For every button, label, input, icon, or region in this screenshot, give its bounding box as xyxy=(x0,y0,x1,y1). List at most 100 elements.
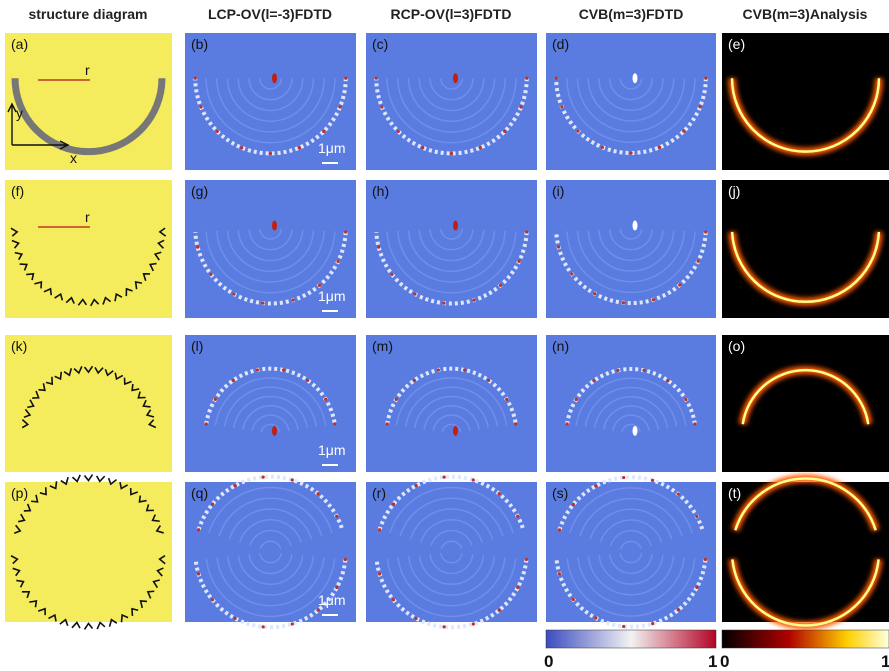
scale-bar-label: 1μm xyxy=(318,288,346,304)
panel: (m) xyxy=(366,335,537,472)
panel-background xyxy=(366,180,537,318)
panel: (p) xyxy=(5,475,172,630)
column-header: LCP-OV(l=-3)FDTD xyxy=(208,6,332,22)
panel-label: (j) xyxy=(728,183,740,199)
hot-spot xyxy=(211,502,214,505)
panel-background xyxy=(546,482,716,622)
hot-spot xyxy=(472,478,475,481)
hot-spot xyxy=(344,230,347,233)
hot-spot xyxy=(622,301,625,304)
panel-label: (a) xyxy=(11,36,28,52)
hot-spot xyxy=(282,368,285,371)
column-header: CVB(m=3)FDTD xyxy=(579,6,684,22)
hot-spot xyxy=(616,369,619,372)
hot-spot xyxy=(517,260,520,263)
vortex-center xyxy=(633,426,638,436)
hot-spot xyxy=(216,130,219,133)
hot-spot xyxy=(704,77,707,80)
hot-spot xyxy=(463,368,466,371)
hot-spot xyxy=(516,586,519,589)
hot-spot xyxy=(378,528,381,531)
hot-spot xyxy=(651,479,654,482)
hot-spot xyxy=(380,105,383,108)
panel: (t) xyxy=(722,479,889,626)
vortex-center xyxy=(272,426,277,436)
panel: (s) xyxy=(546,476,716,628)
hot-spot xyxy=(682,130,685,133)
vortex-center xyxy=(272,73,277,83)
hot-spot xyxy=(555,77,558,80)
hot-spot xyxy=(413,292,416,295)
hot-spot xyxy=(503,130,506,133)
hot-spot xyxy=(211,598,214,601)
panel: (o) xyxy=(722,335,889,472)
hot-spot xyxy=(622,476,625,479)
panel: (f) xyxy=(5,180,172,318)
nano-slit xyxy=(72,475,81,482)
hot-spot xyxy=(322,130,325,133)
panel-label: (d) xyxy=(552,36,569,52)
panel: (h) xyxy=(366,180,537,318)
column-header: RCP-OV(l=3)FDTD xyxy=(391,6,512,22)
vortex-center xyxy=(633,73,638,83)
hot-spot xyxy=(658,146,661,149)
hot-spot xyxy=(560,105,563,108)
hot-spot xyxy=(498,609,501,612)
hot-spot xyxy=(622,625,625,628)
hot-spot xyxy=(572,503,575,506)
hot-spot xyxy=(697,260,700,263)
hot-spot xyxy=(306,379,309,382)
hot-spot xyxy=(519,105,522,108)
panel: (i) xyxy=(546,180,716,318)
hot-spot xyxy=(375,77,378,80)
hot-spot xyxy=(415,484,418,487)
colorbar xyxy=(546,630,716,648)
hot-spot xyxy=(291,478,294,481)
hot-spot xyxy=(487,379,490,382)
hot-spot xyxy=(262,625,265,628)
hot-spot xyxy=(666,379,669,382)
scale-bar-label: 1μm xyxy=(318,442,346,458)
panel-label: (c) xyxy=(372,36,388,52)
column-header: CVB(m=3)Analysis xyxy=(743,6,868,22)
vortex-center xyxy=(453,221,458,231)
hot-spot xyxy=(592,379,595,382)
radius-label: r xyxy=(85,62,90,78)
hot-spot xyxy=(256,368,259,371)
axis-x-label: x xyxy=(70,150,77,166)
hot-spot xyxy=(205,422,208,425)
colorbar-max: 1 xyxy=(881,652,889,671)
hot-spot xyxy=(594,484,597,487)
hot-spot xyxy=(651,622,654,625)
panel-label: (f) xyxy=(11,183,24,199)
hot-spot xyxy=(437,368,440,371)
panel-label: (g) xyxy=(191,183,208,199)
figure: structure diagramLCP-OV(l=-3)FDTDRCP-OV(… xyxy=(0,0,889,671)
hot-spot xyxy=(566,422,569,425)
hot-spot xyxy=(197,572,200,575)
hot-spot xyxy=(194,77,197,80)
hot-spot xyxy=(317,609,320,612)
hot-spot xyxy=(684,398,687,401)
panel-background xyxy=(366,335,537,472)
vortex-center xyxy=(453,426,458,436)
hot-spot xyxy=(442,302,445,305)
hot-spot xyxy=(386,422,389,425)
panel: (c) xyxy=(366,33,537,170)
panel: (k) xyxy=(5,335,172,472)
hot-spot xyxy=(677,492,680,495)
panel-label: (e) xyxy=(728,36,745,52)
panel: (a) xyxy=(5,33,172,170)
hot-spot xyxy=(414,617,417,620)
hot-spot xyxy=(214,398,217,401)
panel-label: (n) xyxy=(552,338,569,354)
panel: (n) xyxy=(546,335,716,472)
hot-spot xyxy=(472,298,475,301)
hot-spot xyxy=(572,598,575,601)
colorbar-max: 1 xyxy=(708,652,717,671)
hot-spot xyxy=(336,260,339,263)
nano-slit xyxy=(85,623,93,629)
vortex-center xyxy=(272,221,277,231)
hot-spot xyxy=(699,105,702,108)
hot-spot xyxy=(196,246,199,249)
